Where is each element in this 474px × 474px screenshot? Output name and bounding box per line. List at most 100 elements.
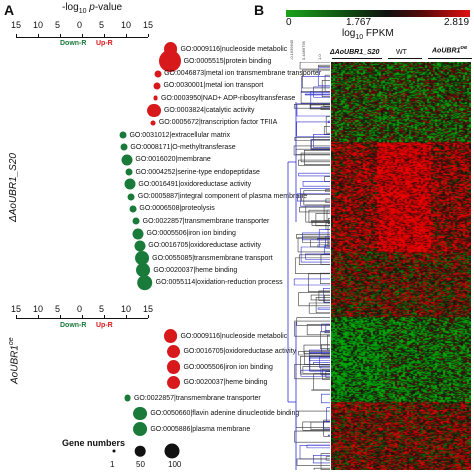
dendrogram-branch [298,351,330,356]
go-term-label: GO:0016705|oxidoreductase activity [183,348,297,355]
legend-label: 1 [110,460,115,469]
axis-tick-label: 10 [33,304,44,314]
go-term-label: GO:0031012|extracellular matrix [129,131,231,139]
dendrogram-branch [294,430,330,443]
go-term-label: GO:0005672|transcription factor TFIIA [158,119,278,127]
header-line-2 [388,58,422,59]
axis-tick-mark [148,34,149,37]
go-term-label: GO:0009116|nucleoside metabolic [180,45,288,53]
axis-line [16,318,148,319]
dendrogram-branch [301,75,330,93]
axis-tick-mark [126,315,127,318]
go-term-bubble [121,154,133,166]
dendrogram-branch [300,356,330,375]
dendrogram-branch [323,420,330,430]
axis-tick-mark [60,34,61,37]
dendrogram-branch [308,302,330,314]
legend-label: 50 [136,460,145,469]
dendrogram-branch [298,292,330,307]
go-term-bubble [132,217,140,225]
dendrogram-branch [305,205,330,223]
dendrogram-branch [293,104,330,109]
dendrogram-branch [298,159,330,166]
dendrogram-branch [294,320,330,337]
go-term-label: GO:0030001|metal ion transport [163,82,264,90]
go-term-label: GO:0055085|transmembrane transport [152,254,273,262]
tiny-label-1: -0.1639645 [289,39,294,60]
axis-tick-label: 0 [77,20,83,30]
go-term-bubble [137,274,153,291]
dendrogram-branch [325,198,330,203]
dendrogram-branch [294,364,330,380]
go-term-label: GO:0009116|nucleoside metabolic [180,332,288,340]
dendrogram-branch [327,241,330,247]
dendrogram-branch [310,421,330,430]
dendrogram-branch [294,257,330,274]
legend-bubble [164,443,180,459]
heatmap-group-wt: WT [396,49,407,56]
dendrogram-branch [311,220,330,223]
axis-tick-label: 5 [99,304,105,314]
go-term-bubble [154,70,162,78]
axis-tick-mark [104,315,105,318]
axis-tick-label: 15 [143,304,154,314]
dendrogram-branch [321,80,330,97]
dendrogram-branch [296,458,330,466]
go-term-bubble [132,228,144,239]
dendrogram-branch [309,104,330,110]
dendrogram-branch [297,237,330,253]
dendrogram-branch [318,290,330,301]
dendrogram-branch [327,120,330,123]
go-term-label: GO:0003824|catalytic activity [163,107,255,114]
dendrogram-branch [327,434,330,437]
dendrogram-branch [327,334,330,351]
go-term-bubble [119,131,127,139]
header-line-3 [428,58,472,59]
go-term-label: GO:0004252|serine-type endopeptidase [135,168,260,176]
go-term-label: GO:0006508|proteolysis [139,205,215,213]
axis-tick-label: 10 [121,304,132,314]
dendrogram-branch [324,74,330,92]
go-term-bubble [133,406,148,421]
go-term-bubble [133,422,148,436]
down-label-top: Down-R [60,40,87,47]
go-term-label: GO:0005887|integral component of plasma … [137,193,308,201]
dendrogram-branch [306,324,330,336]
dendrogram-branch [325,324,330,332]
colorbar [286,10,470,17]
go-term-bubble [124,178,136,190]
go-term-label: GO:0046873|metal ion transmembrane trans… [164,70,322,78]
group-label-deletion: ΔAoUBR1_S20 [8,153,19,222]
panel-b-letter: B [254,2,265,18]
axis-tick-label: 10 [33,20,44,30]
go-term-label: GO:0022857|transmembrane transporter [142,217,270,225]
dendrogram-branch [302,232,330,241]
dendrogram-branch [295,410,330,428]
tiny-label-2: 0.4469795 [301,41,306,60]
axis-line [16,37,148,38]
axis-tick-label: 5 [55,304,61,314]
heatmap-group-oe: AoUBR1oe [432,45,468,55]
go-term-bubble [153,82,161,90]
dendrogram-branch [323,126,330,135]
go-term-label: GO:0020037|heme binding [183,379,268,386]
dendrogram-branch [293,278,330,286]
dendrogram-branch [302,366,330,374]
go-term-bubble [166,375,181,390]
dendrogram-branch [320,272,330,284]
axis-tick-mark [148,315,149,318]
down-label-bottom: Down-R [60,322,87,329]
legend-bubble [134,445,146,457]
axis-tick-mark [82,315,83,318]
dendrogram-branch [325,116,330,134]
up-label-bottom: Up-R [96,322,113,329]
go-term-bubble [166,360,181,374]
dendrogram-branch [325,371,330,378]
dendrogram-branch [304,93,330,96]
axis-tick-mark [38,34,39,37]
go-term-bubble [125,168,133,176]
go-term-bubble [124,394,131,402]
colorbar-min: 0 [286,17,292,28]
go-term-bubble [127,193,135,201]
dendrogram-branch [301,194,330,202]
